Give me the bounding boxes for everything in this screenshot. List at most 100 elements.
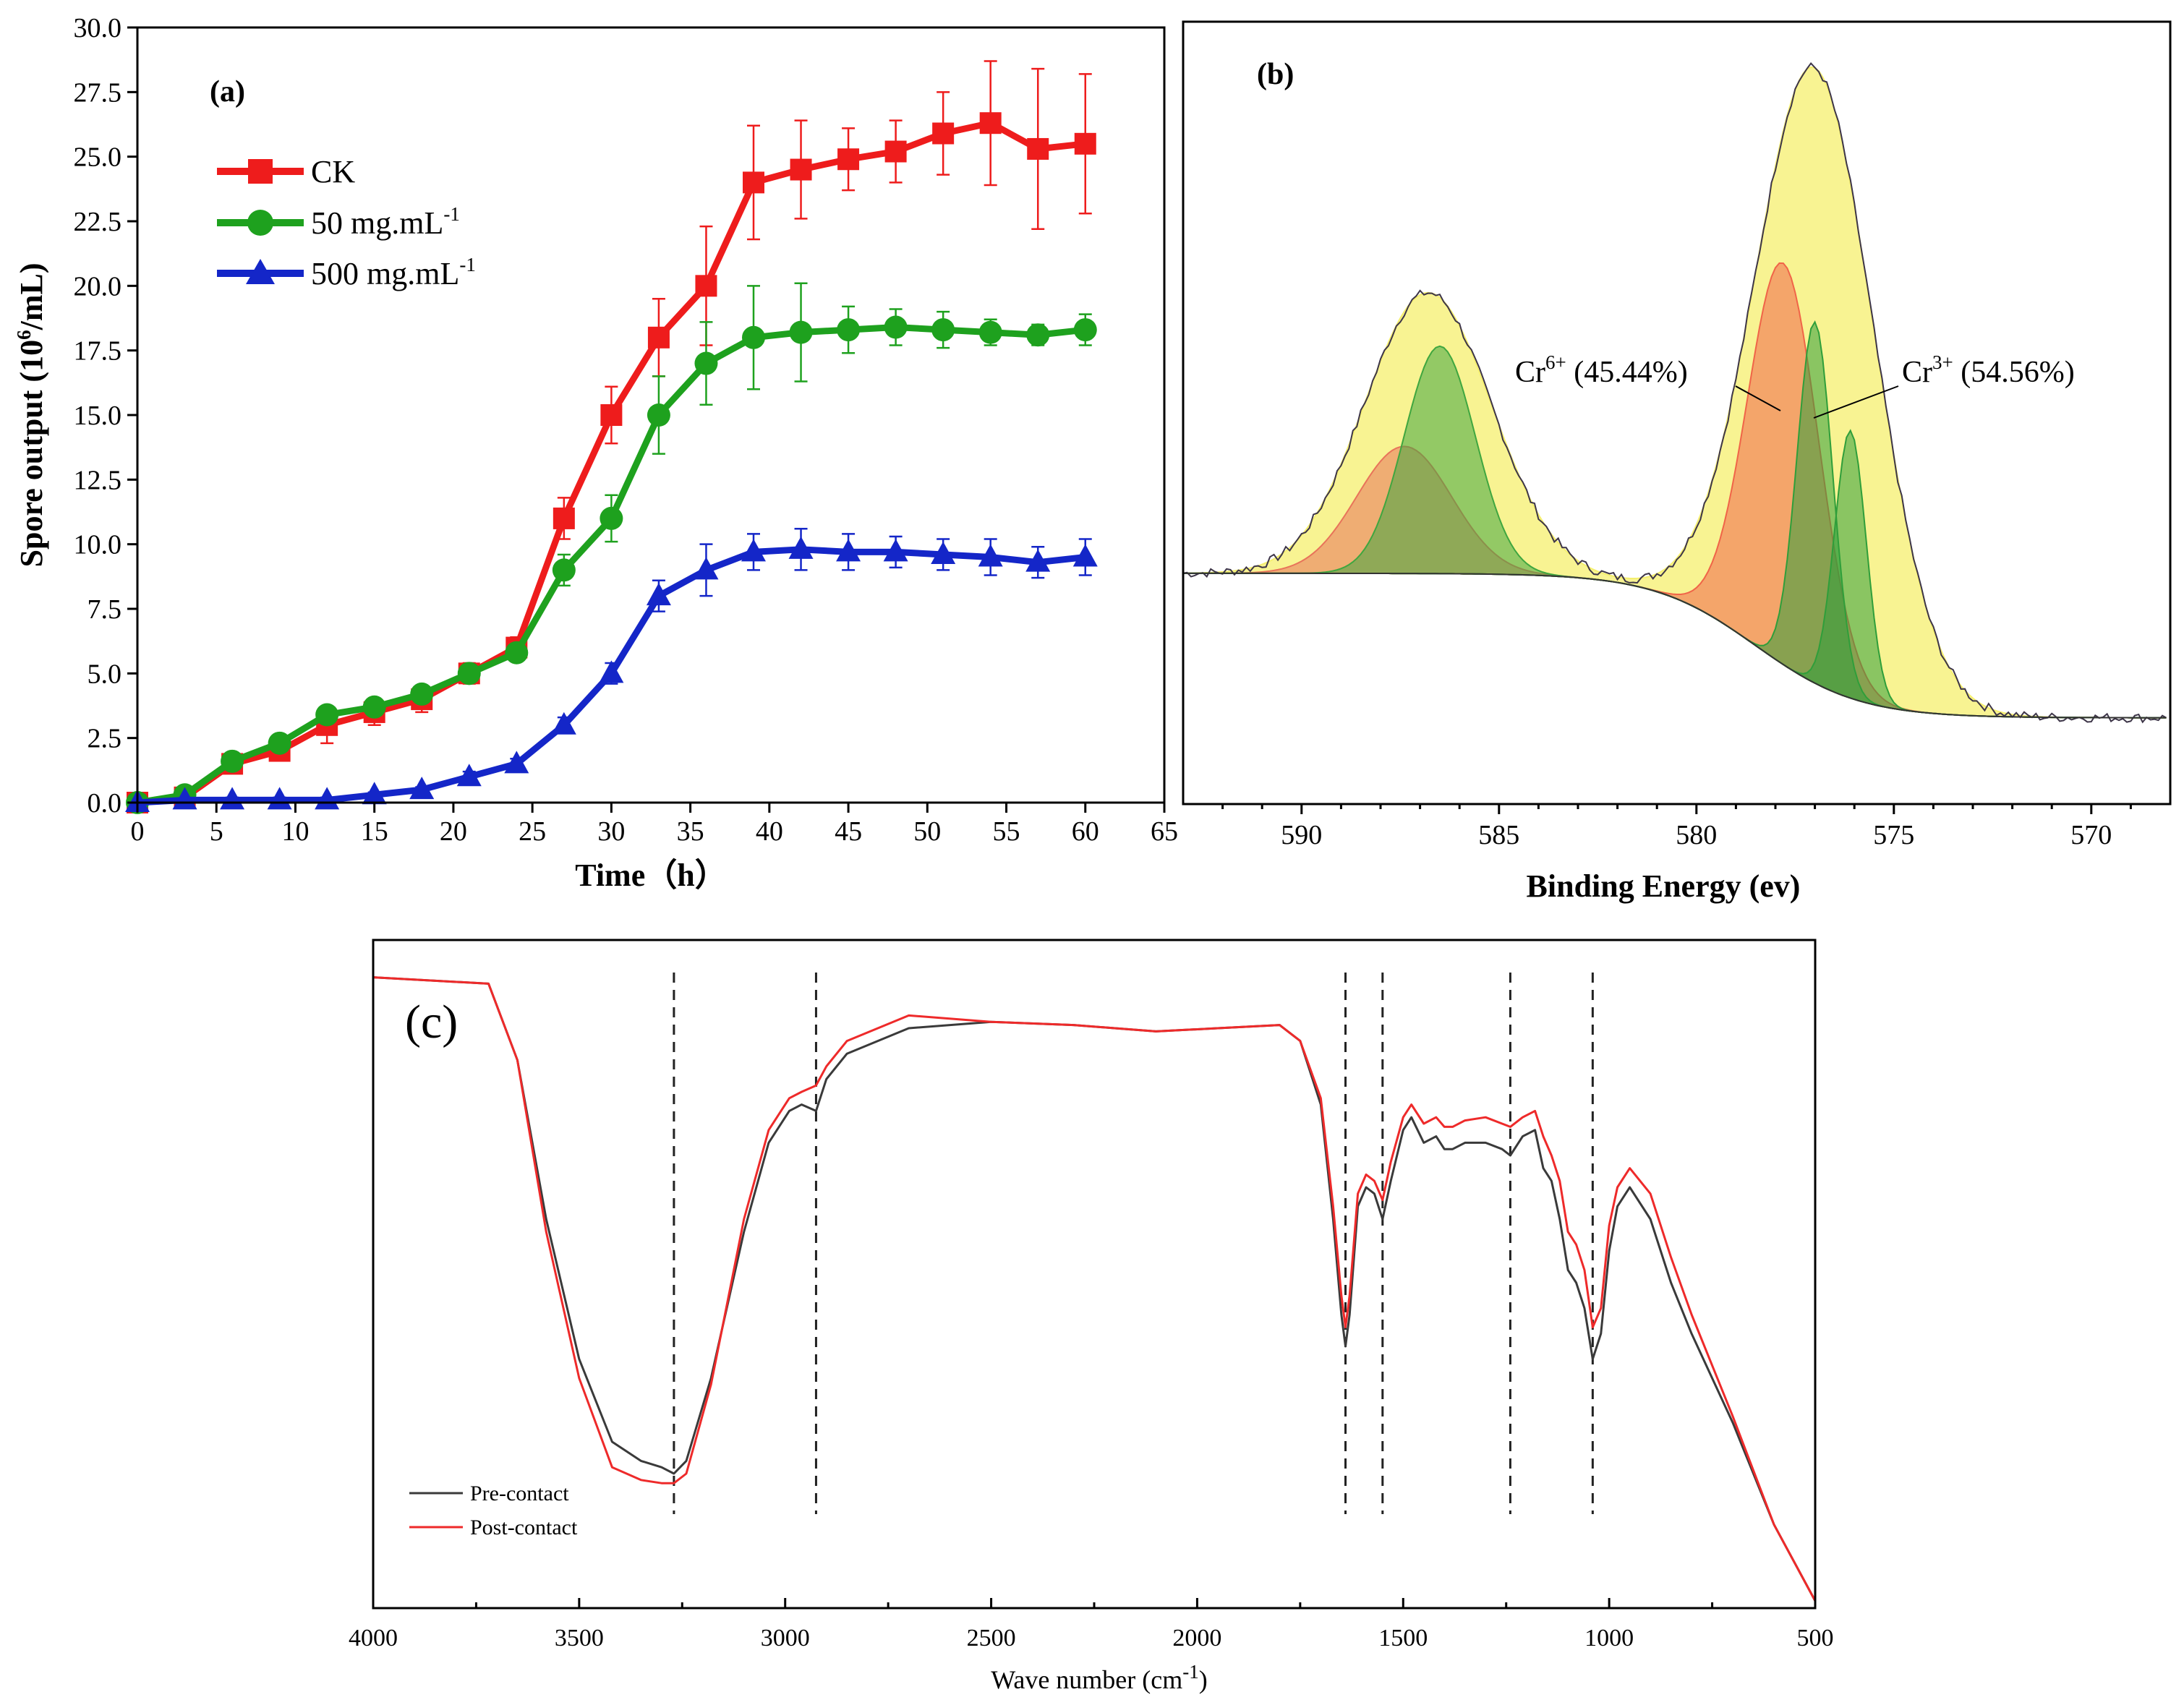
x-tick-label: 1000 (1584, 1625, 1634, 1651)
data-point (1025, 549, 1051, 572)
data-point (1072, 544, 1098, 567)
panel-c-x-title-suffix: ) (1199, 1665, 1208, 1694)
x-tick-label: 590 (1281, 820, 1322, 850)
panel-a-y-title-sup: 6 (13, 330, 35, 340)
x-tick-label: 40 (756, 816, 783, 847)
x-tick-label: 570 (2070, 820, 2112, 850)
y-tick-label: 27.5 (74, 77, 122, 108)
legend-50mg-sup: -1 (443, 203, 460, 225)
x-tick-label: 585 (1478, 820, 1519, 850)
y-tick-label: 5.0 (88, 659, 122, 689)
panel-c-x-title-prefix: Wave number (cm (991, 1665, 1182, 1694)
data-point (789, 320, 813, 344)
data-point (884, 315, 908, 339)
data-point (884, 140, 907, 163)
annotation-cr3: Cr3+ (54.56%) (1813, 351, 2075, 419)
cr6-label: Cr (1515, 356, 1545, 389)
data-point (504, 751, 529, 774)
panel-b-xps-spectrum: 590 585 580 575 570 (b) Binding Energy (ev) … (1182, 20, 2172, 904)
panel-a-spore-output-chart: 0 5 10 15 20 25 30 35 40 45 50 55 60 65 0.0 2.5 5.0 7.5 1… (13, 13, 1178, 893)
data-point (409, 777, 435, 800)
legend-500mg-text: 500 mg.mL (311, 256, 459, 291)
data-point (647, 326, 670, 349)
x-tick-label: 580 (1676, 820, 1717, 850)
panel-a-label: (a) (210, 75, 245, 108)
cr6-sup: 6+ (1545, 351, 1566, 373)
data-point (315, 703, 339, 727)
cr3-label: Cr (1902, 356, 1932, 389)
data-point (931, 318, 955, 342)
data-point (505, 641, 529, 665)
panel-a-x-ticks: 0 5 10 15 20 25 30 35 40 45 50 55 60 65 (131, 803, 1178, 847)
data-point (743, 171, 764, 194)
x-tick-label: 500 (1797, 1625, 1834, 1651)
data-point (221, 749, 244, 773)
x-tick-label: 55 (993, 816, 1020, 847)
x-tick-label: 2000 (1172, 1625, 1221, 1651)
data-point (837, 148, 860, 171)
x-tick-label: 5 (210, 816, 223, 847)
y-tick-label: 0.0 (88, 788, 122, 819)
data-point (979, 112, 1002, 134)
cr3-sup: 3+ (1932, 351, 1953, 373)
x-tick-label: 3000 (761, 1625, 810, 1651)
data-point (362, 782, 387, 805)
data-point (695, 275, 717, 297)
panel-a-y-ticks: 0.0 2.5 5.0 7.5 10.0 12.5 15.0 17.5 20.0 22.5 25.0… (74, 13, 137, 819)
data-point (978, 544, 1003, 567)
data-point (456, 764, 482, 787)
legend-label-ck: CK (311, 154, 355, 189)
data-point (457, 662, 481, 685)
annotation-cr6: Cr6+ (45.44%) (1515, 351, 1781, 411)
x-tick-label: 20 (440, 816, 467, 847)
panel-c-x-ticks: 4000 3500 3000 2500 2000 1500 1000 500 (349, 1598, 1834, 1651)
legend-label-50mg: 50 mg.mL-1 (311, 203, 460, 241)
data-point (362, 695, 386, 719)
annotation-cr6-leader (1735, 385, 1781, 411)
panel-b-x-ticks: 590 585 580 575 570 (1221, 804, 2132, 850)
x-tick-label: 50 (913, 816, 941, 847)
legend-triangle-marker (246, 259, 275, 284)
legend-circle-marker (247, 210, 273, 236)
x-tick-label: 65 (1151, 816, 1178, 847)
data-point (837, 318, 861, 342)
panel-a-y-axis-title: Spore output (106/mL) (13, 263, 49, 568)
panel-b-label: (b) (1257, 58, 1294, 91)
spectrum-line-1 (372, 976, 1817, 1602)
x-tick-label: 15 (361, 816, 388, 847)
legend-label-pre-contact: Pre-contact (470, 1482, 569, 1505)
y-tick-label: 12.5 (74, 465, 122, 495)
data-point (410, 682, 434, 706)
data-point (931, 541, 956, 564)
panel-c-ftir-spectrum: 4000 3500 3000 2500 2000 1500 1000 500 (c) Wave… (349, 939, 1834, 1694)
panel-c-label: (c) (405, 996, 458, 1048)
panel-b-x-axis-title: Binding Energy (ev) (1527, 868, 1801, 904)
data-point (315, 787, 340, 810)
data-point (268, 731, 291, 755)
y-tick-label: 20.0 (74, 271, 122, 302)
legend-entry-50mg: 50 mg.mL-1 (217, 203, 460, 241)
data-point (1073, 318, 1097, 342)
cr3-percent: (54.56%) (1953, 356, 2075, 389)
x-tick-label: 60 (1072, 816, 1099, 847)
legend-entry-ck: CK (217, 154, 355, 189)
y-tick-label: 10.0 (74, 530, 122, 560)
annotation-cr3-leader (1813, 385, 1899, 419)
y-tick-label: 17.5 (74, 336, 122, 367)
data-point (551, 712, 576, 735)
x-tick-label: 10 (281, 816, 309, 847)
data-point (172, 787, 197, 810)
data-point (646, 583, 671, 606)
data-point (790, 158, 812, 181)
annotation-cr6-text: Cr6+ (45.44%) (1515, 351, 1688, 389)
y-tick-label: 30.0 (74, 13, 122, 43)
y-tick-label: 15.0 (74, 401, 122, 431)
legend-square-marker (248, 159, 273, 184)
x-tick-label: 2500 (967, 1625, 1016, 1651)
data-point (788, 536, 814, 559)
panel-a-y-title-prefix: Spore output (10 (14, 340, 49, 568)
x-tick-label: 45 (835, 816, 862, 847)
data-point (883, 539, 908, 562)
data-point (836, 539, 861, 562)
